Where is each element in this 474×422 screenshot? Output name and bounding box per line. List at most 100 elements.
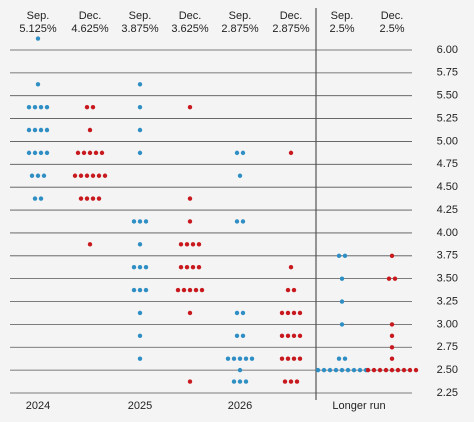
column-median: 3.625%: [171, 23, 209, 35]
column-name: Sep.: [229, 10, 252, 22]
x-category-label: 2026: [228, 400, 252, 412]
dot: [41, 173, 47, 178]
dot: [383, 367, 389, 373]
dot: [297, 333, 303, 339]
dot: [137, 333, 143, 339]
dot: [371, 367, 377, 373]
dot: [99, 150, 105, 156]
y-tick-label: 6.00: [437, 44, 458, 56]
y-tick-label: 4.75: [437, 158, 458, 170]
dot: [26, 127, 32, 133]
column-name: Sep.: [129, 10, 152, 22]
dot: [291, 333, 297, 339]
dot: [178, 242, 184, 247]
dot: [279, 356, 285, 361]
dot: [137, 219, 143, 224]
dot: [279, 333, 285, 339]
dot: [137, 104, 143, 110]
dot: [131, 219, 137, 224]
dot: [377, 367, 383, 373]
dot: [234, 310, 240, 316]
dot: [243, 356, 249, 361]
dot: [131, 265, 137, 270]
dot: [389, 253, 395, 258]
dot: [333, 367, 339, 373]
dot: [291, 310, 297, 316]
dot: [288, 379, 294, 384]
column-name: Sep.: [331, 10, 354, 22]
dot: [93, 150, 99, 156]
dot: [26, 150, 32, 156]
dot: [35, 173, 41, 178]
column-name: Dec.: [381, 10, 404, 22]
dot: [137, 242, 143, 247]
dot: [35, 82, 41, 87]
dot: [32, 127, 38, 133]
y-tick-label: 4.25: [437, 204, 458, 216]
dot: [196, 242, 202, 247]
dot: [389, 367, 395, 373]
dot: [413, 367, 419, 373]
dot: [190, 265, 196, 270]
dot: [389, 356, 395, 361]
dot: [96, 196, 102, 201]
dot: [285, 310, 291, 316]
dot: [285, 333, 291, 339]
dot: [199, 287, 205, 293]
y-tick-label: 3.25: [437, 295, 458, 307]
dot: [407, 367, 413, 373]
dot: [339, 276, 345, 281]
dot: [389, 333, 395, 339]
dot: [102, 173, 108, 178]
dot: [401, 367, 407, 373]
dot: [395, 367, 401, 373]
dot: [345, 367, 351, 373]
dot: [240, 310, 246, 316]
y-tick-label: 3.00: [437, 318, 458, 330]
y-tick-label: 3.75: [437, 250, 458, 262]
dot: [336, 356, 342, 361]
dot: [237, 356, 243, 361]
y-tick-label: 4.50: [437, 181, 458, 193]
dot: [35, 36, 41, 41]
dot: [389, 322, 395, 327]
dot: [38, 150, 44, 156]
dot: [351, 367, 357, 373]
dot: [190, 242, 196, 247]
dot: [137, 150, 143, 156]
dot: [237, 367, 243, 373]
dot: [196, 265, 202, 270]
dot: [26, 104, 32, 110]
dot: [389, 345, 395, 350]
dot: [285, 287, 291, 293]
dot: [342, 253, 348, 258]
dot: [137, 265, 143, 270]
dot: [288, 150, 294, 156]
dot: [137, 356, 143, 361]
column-name: Sep.: [27, 10, 50, 22]
dot: [87, 127, 93, 133]
dot: [234, 150, 240, 156]
y-tick-label: 2.50: [437, 364, 458, 376]
dot: [90, 173, 96, 178]
dot: [78, 196, 84, 201]
dot: [137, 127, 143, 133]
dot: [29, 173, 35, 178]
dot: [339, 322, 345, 327]
dot: [38, 127, 44, 133]
column-median: 2.875%: [221, 23, 259, 35]
dot: [297, 310, 303, 316]
dot: [243, 379, 249, 384]
dot: [181, 287, 187, 293]
dot: [143, 265, 149, 270]
dot: [234, 333, 240, 339]
column-median: 2.875%: [272, 23, 310, 35]
dot: [44, 104, 50, 110]
dot: [392, 276, 398, 281]
dot: [357, 367, 363, 373]
y-tick-label: 2.25: [437, 387, 458, 399]
dot: [81, 150, 87, 156]
y-tick-label: 2.75: [437, 341, 458, 353]
dot: [282, 379, 288, 384]
